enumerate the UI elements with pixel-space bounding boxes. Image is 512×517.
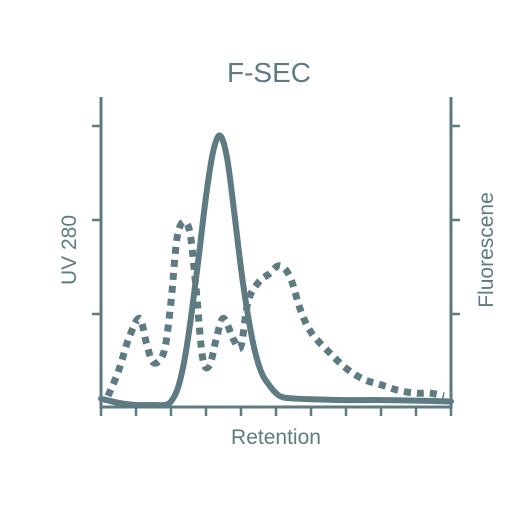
chart-title: F-SEC bbox=[227, 57, 311, 88]
x-axis-label: Retention bbox=[231, 426, 321, 449]
y-axis-label-right: Fluorescene bbox=[475, 192, 498, 308]
series-line-dotted bbox=[104, 218, 445, 400]
y-axis-label-left: UV 280 bbox=[58, 215, 81, 285]
series-group bbox=[98, 132, 454, 409]
series-line-solid bbox=[98, 132, 454, 409]
axes bbox=[92, 97, 460, 416]
